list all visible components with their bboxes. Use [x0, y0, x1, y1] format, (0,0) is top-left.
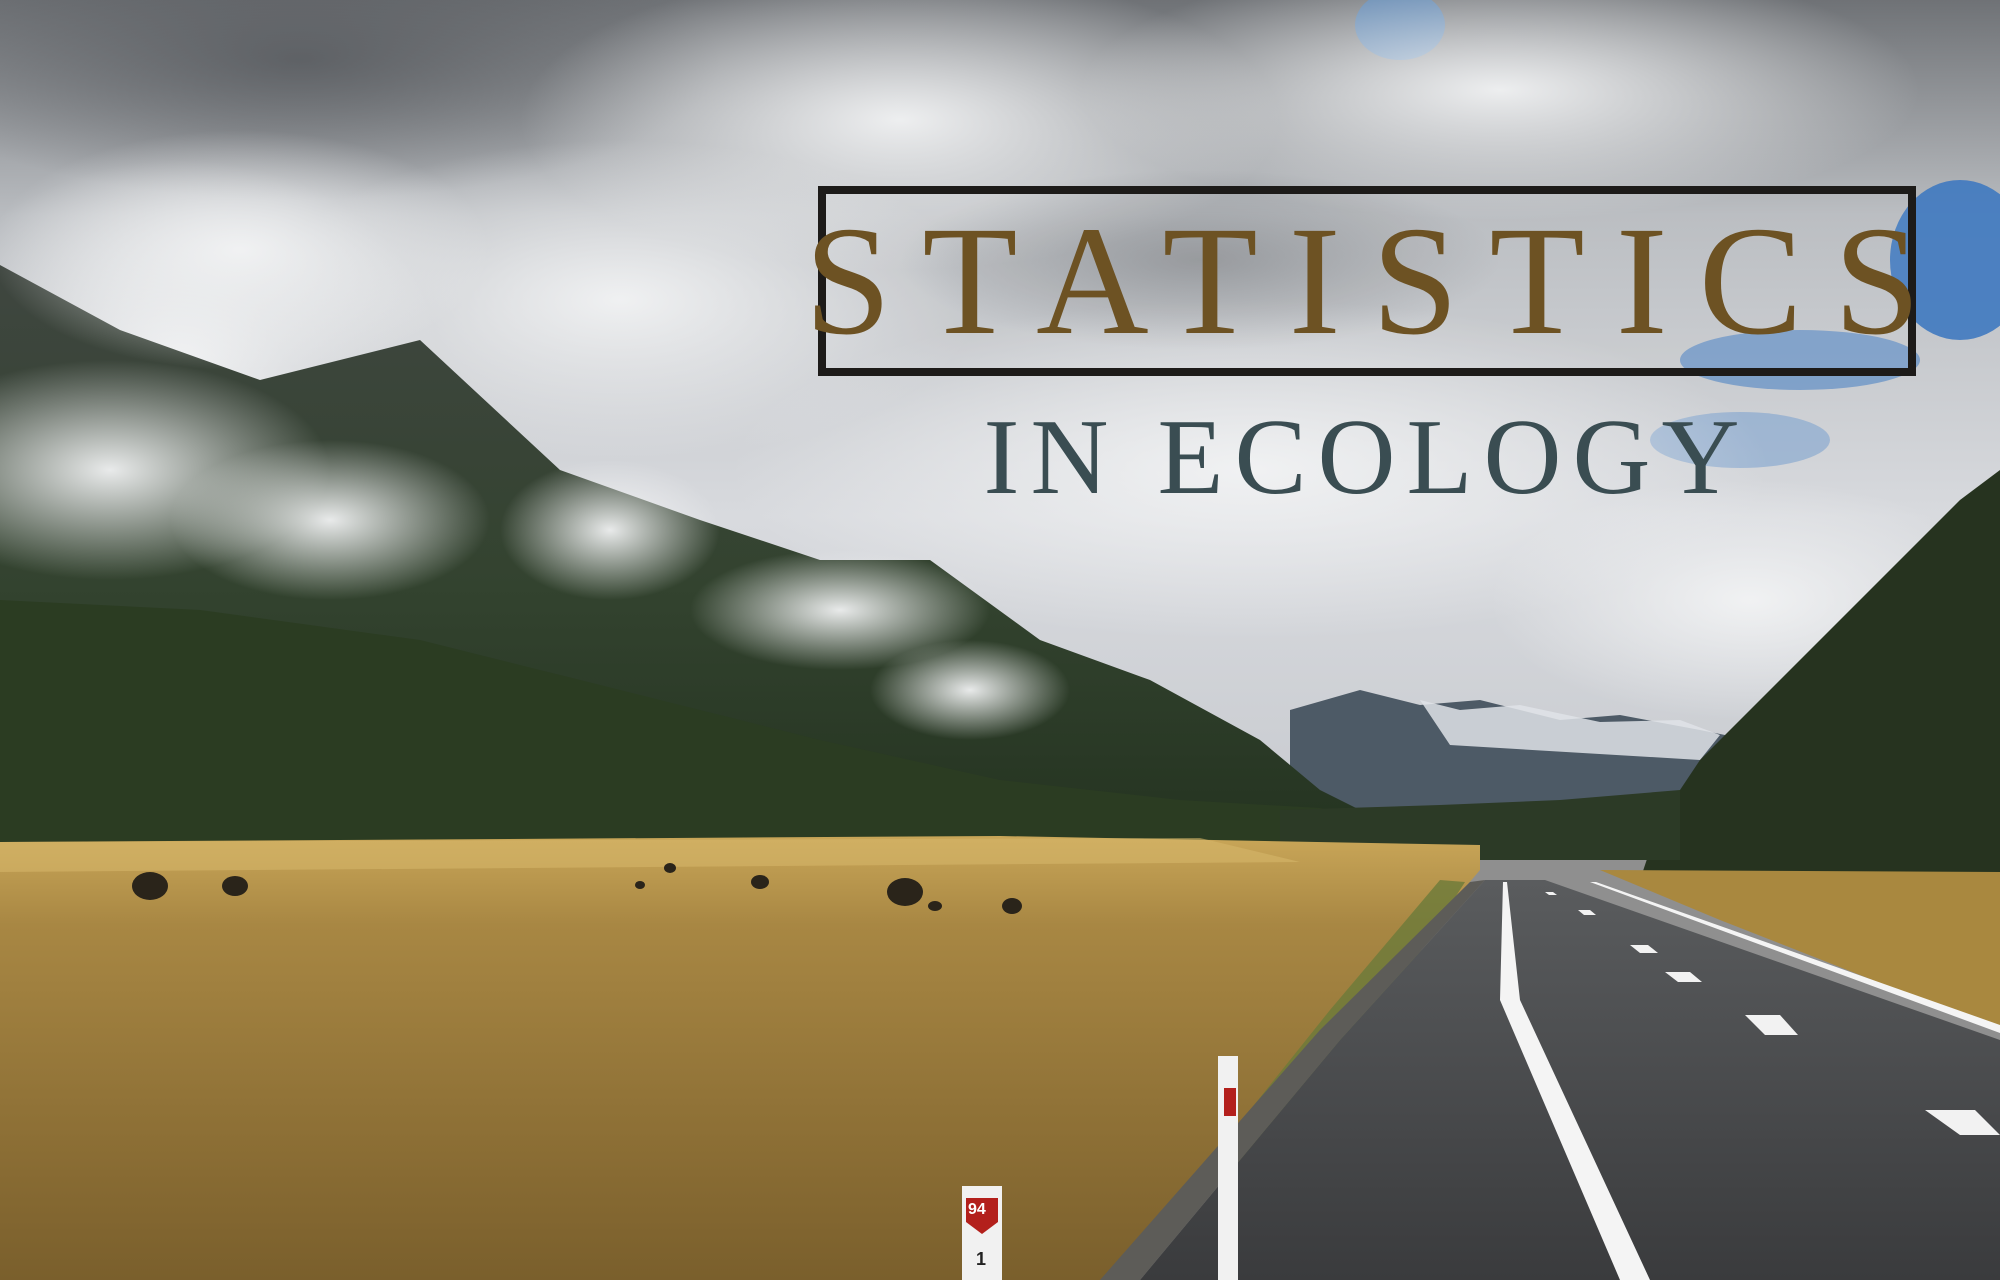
road-centre-dashes: [1545, 892, 2000, 1135]
route-marker-post: [962, 1186, 1002, 1280]
title-statistics: STATISTICS: [804, 194, 1952, 367]
subtitle-in-ecology: IN ECOLOGY: [983, 398, 1751, 517]
road-edge-line-right: [1590, 882, 2000, 1033]
grassland: [0, 836, 1480, 1280]
shrubs: [132, 863, 1022, 914]
marker-post-tall: [1218, 1056, 1238, 1280]
title-frame: [818, 186, 1916, 376]
mountain-mist: [0, 130, 1070, 740]
clouds: [0, 0, 2000, 720]
road: [1140, 880, 2000, 1280]
right-hillside: [1640, 470, 2000, 880]
route-number-label: 94: [968, 1201, 986, 1218]
forest-band: [0, 600, 1380, 850]
post-digit-label: 1: [976, 1249, 987, 1269]
